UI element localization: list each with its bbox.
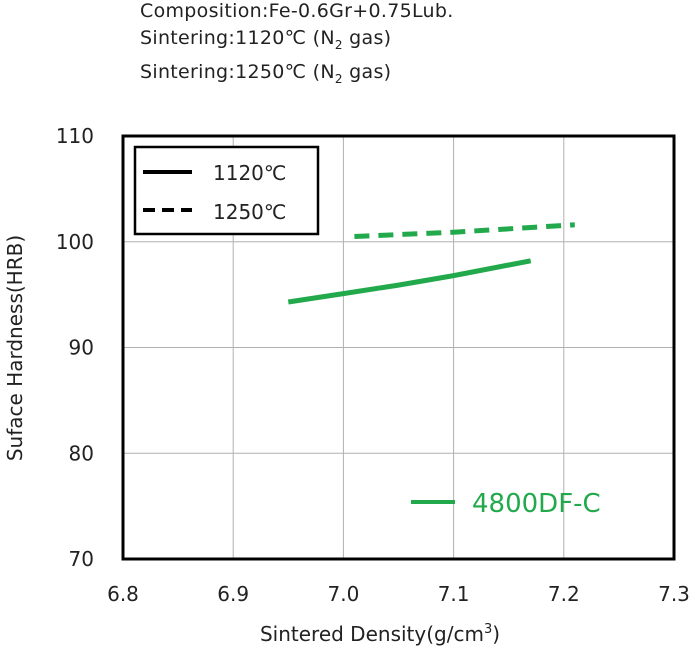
y-tick-labels: 70 80 90 100 110 <box>56 124 94 571</box>
x-tick-label: 7.2 <box>548 582 580 606</box>
y-tick-label: 70 <box>69 547 94 571</box>
sintering-1120-text: Sintering:1120℃ (N2 gas) <box>140 27 392 52</box>
legend: 1120℃ 1250℃ <box>133 145 320 236</box>
x-axis-label: Sintered Density(g/cm3) <box>260 622 500 646</box>
sintering-1250-text: Sintering:1250℃ (N2 gas) <box>140 60 392 86</box>
chart-header: Composition:Fe-0.6Gr+0.75Lub. Sintering:… <box>140 0 454 93</box>
y-tick-label: 100 <box>56 230 94 254</box>
series-annotation-label: 4800DF-C <box>472 489 601 519</box>
series-line-1120 <box>287 258 532 305</box>
legend-label-1250: 1250℃ <box>213 200 286 224</box>
x-tick-label: 7.0 <box>327 582 359 606</box>
composition-text: Composition:Fe-0.6Gr+0.75Lub. <box>140 0 454 22</box>
y-axis-label: Suface Hardness(HRB) <box>3 235 27 461</box>
series-lines <box>287 222 575 305</box>
x-tick-label: 6.9 <box>217 582 249 606</box>
x-tick-label: 6.8 <box>107 582 139 606</box>
series-annotation: 4800DF-C <box>411 489 601 519</box>
legend-label-1120: 1120℃ <box>213 161 286 185</box>
legend-box <box>133 145 320 236</box>
y-tick-label: 90 <box>69 336 94 360</box>
y-tick-label: 80 <box>69 441 94 465</box>
plot-area-frame <box>121 134 676 561</box>
x-tick-label: 7.3 <box>658 582 690 606</box>
gridlines <box>123 136 674 559</box>
x-tick-label: 7.1 <box>438 582 470 606</box>
series-line-1250 <box>354 222 575 239</box>
x-tick-labels: 6.8 6.9 7.0 7.1 7.2 7.3 <box>107 582 690 606</box>
y-tick-label: 110 <box>56 124 94 148</box>
